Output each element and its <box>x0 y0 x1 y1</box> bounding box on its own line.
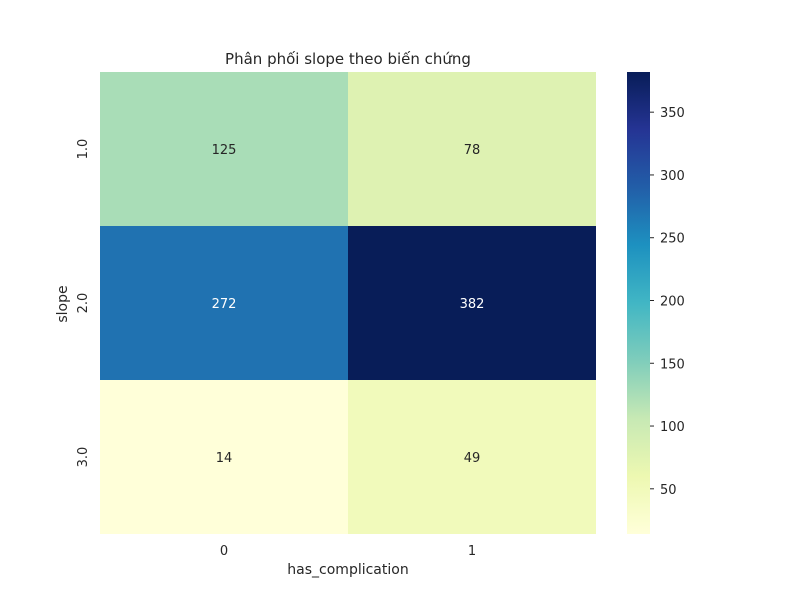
heatmap-cell <box>100 380 348 534</box>
cell-value-label: 14 <box>216 451 233 466</box>
heatmap-cell <box>348 226 596 380</box>
colorbar-ticks: 50 100 150 200 250 300 350 <box>650 106 685 498</box>
cell-value-label: 382 <box>460 297 485 312</box>
x-tick-label: 1 <box>468 544 476 559</box>
colorbar-tick-label: 50 <box>660 483 677 498</box>
colorbar-tick-label: 200 <box>660 294 685 309</box>
heatmap-cell <box>100 226 348 380</box>
chart-title: Phân phối slope theo biến chứng <box>225 50 471 68</box>
y-axis-label: slope <box>55 285 71 322</box>
colorbar-tick-label: 350 <box>660 106 685 121</box>
cell-value-label: 78 <box>464 143 481 158</box>
heatmap-cell <box>100 72 348 226</box>
colorbar-tick-label: 250 <box>660 232 685 247</box>
cell-value-label: 125 <box>212 143 237 158</box>
cell-value-label: 272 <box>212 297 237 312</box>
y-axis-ticks: 1.0 2.0 3.0 <box>76 139 91 468</box>
colorbar-tick-label: 300 <box>660 169 685 184</box>
heatmap-cell <box>348 380 596 534</box>
y-tick-label: 3.0 <box>76 447 91 468</box>
colorbar-tick-label: 100 <box>660 420 685 435</box>
heatmap-cells: 125 78 272 382 14 49 <box>100 72 596 534</box>
y-tick-label: 1.0 <box>76 139 91 160</box>
y-tick-label: 2.0 <box>76 293 91 314</box>
x-axis-label: has_complication <box>287 562 408 578</box>
heatmap-cell <box>348 72 596 226</box>
colorbar <box>627 72 650 534</box>
colorbar-tick-label: 150 <box>660 357 685 372</box>
x-tick-label: 0 <box>220 544 228 559</box>
cell-value-label: 49 <box>464 451 481 466</box>
